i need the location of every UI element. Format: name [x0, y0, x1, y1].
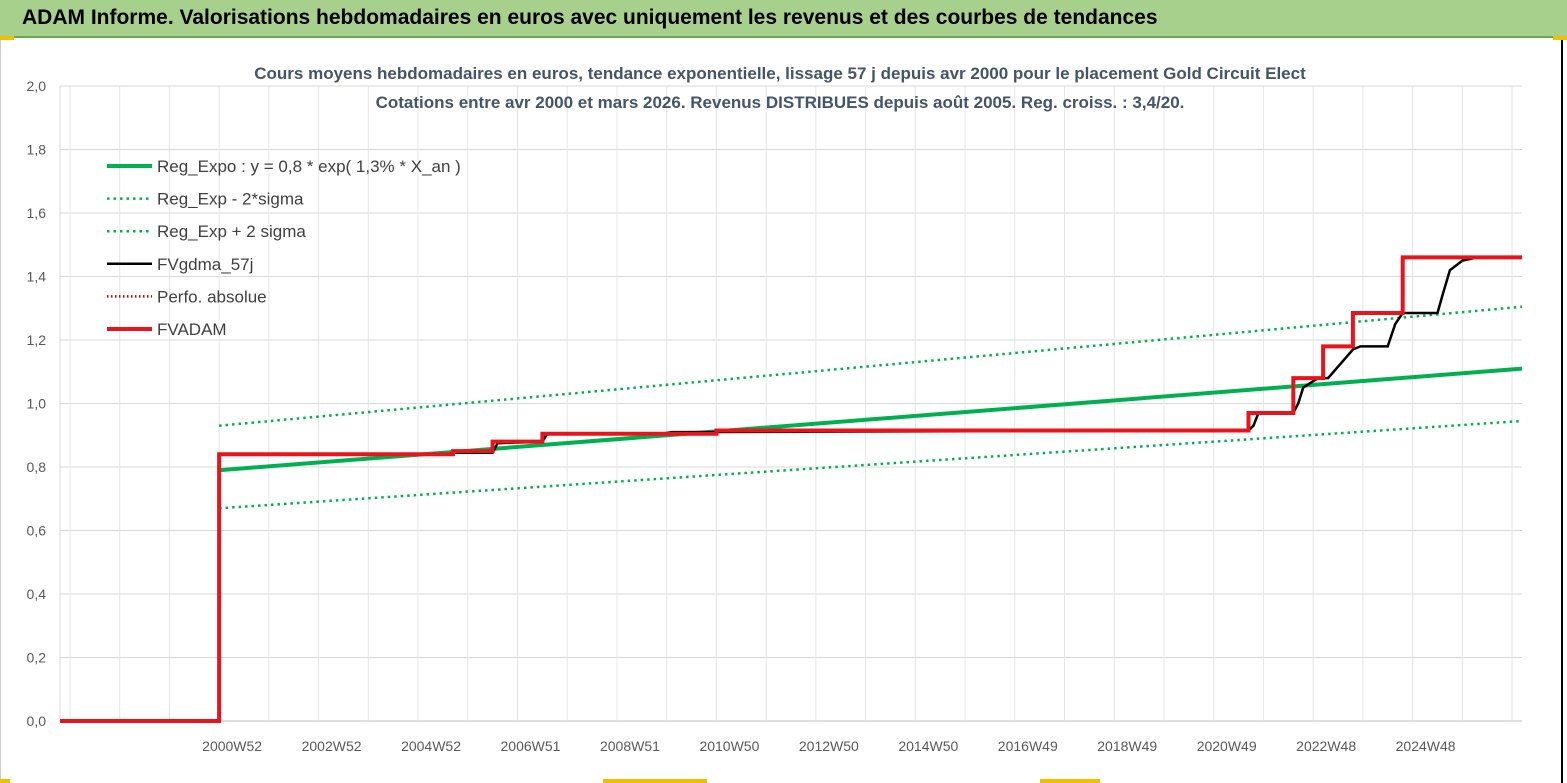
scroll-marker [1040, 779, 1100, 783]
legend-label: Reg_Exp + 2 sigma [157, 222, 306, 241]
y-tick-label: 1,2 [27, 332, 47, 348]
y-tick-label: 1,8 [27, 142, 47, 158]
corner-marker [0, 779, 10, 783]
x-axis-ticks: 2000W52 2002W52 2004W52 2006W51 2008W51 2010W… [202, 738, 1456, 754]
series-line [218, 305, 1523, 427]
legend-label: Reg_Expo : y = 0,8 * exp( 1,3% * X_an ) [157, 157, 461, 176]
series-line [60, 255, 1522, 723]
y-tick-label: 0,4 [27, 586, 47, 602]
y-tick-label: 0,6 [27, 523, 47, 539]
chart-title: Cours moyens hebdomadaires en euros, ten… [254, 64, 1306, 83]
legend-label: Reg_Exp - 2*sigma [157, 190, 304, 209]
y-axis-ticks: 0,0 0,2 0,4 0,6 0,8 1,0 1,2 1,4 1,6 1,8 2,0 [27, 78, 47, 729]
chart-series [60, 255, 1523, 723]
chart: 0,0 0,2 0,4 0,6 0,8 1,0 1,2 1,4 1,6 1,8 2,0 2000W5… [27, 64, 1523, 754]
x-tick-label: 2014W50 [898, 738, 958, 754]
frame-border [0, 40, 1, 783]
legend-label: FVADAM [157, 320, 227, 339]
y-tick-label: 1,0 [27, 396, 47, 412]
legend-label: Perfo. absolue [157, 287, 267, 306]
chart-legend: Reg_Expo : y = 0,8 * exp( 1,3% * X_an ) R… [107, 157, 461, 339]
y-tick-label: 1,6 [27, 205, 47, 221]
chart-subtitle: Cotations entre avr 2000 et mars 2026. R… [376, 93, 1185, 112]
y-tick-label: 0,2 [27, 650, 47, 666]
x-tick-label: 2022W48 [1296, 738, 1356, 754]
x-tick-label: 2006W51 [501, 738, 561, 754]
x-tick-label: 2024W48 [1396, 738, 1456, 754]
x-tick-label: 2018W49 [1097, 738, 1157, 754]
y-tick-label: 0,8 [27, 459, 47, 475]
chart-grid [59, 85, 1522, 722]
y-tick-label: 0,0 [27, 713, 47, 729]
x-tick-label: 2012W50 [799, 738, 859, 754]
x-tick-label: 2002W52 [302, 738, 362, 754]
legend-label: FVgdma_57j [157, 255, 253, 274]
frame-border [1561, 40, 1563, 783]
x-tick-label: 2008W51 [600, 738, 660, 754]
x-tick-label: 2020W49 [1197, 738, 1257, 754]
series-line [219, 419, 1523, 510]
corner-marker [1553, 36, 1567, 40]
x-tick-label: 2016W49 [998, 738, 1058, 754]
page-title: ADAM Informe. Valorisations hebdomadaire… [22, 6, 1158, 29]
y-tick-label: 2,0 [27, 78, 47, 94]
y-tick-label: 1,4 [27, 269, 47, 285]
series-line [60, 256, 1522, 723]
header-bar: ADAM Informe. Valorisations hebdomadaire… [0, 0, 1567, 38]
x-tick-label: 2000W52 [202, 738, 262, 754]
x-tick-label: 2004W52 [401, 738, 461, 754]
x-tick-label: 2010W50 [699, 738, 759, 754]
corner-marker [0, 36, 14, 40]
scroll-marker [603, 779, 707, 783]
